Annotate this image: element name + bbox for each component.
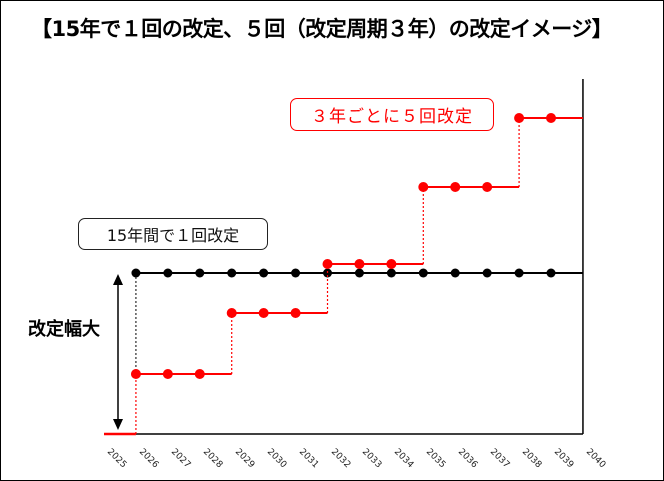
red-series-dot <box>162 369 173 379</box>
callout-once-label: 15年間で１回改定 <box>106 226 240 245</box>
black-series-dot <box>195 268 205 278</box>
arrow-up-icon <box>113 274 123 285</box>
arrow-down-icon <box>113 419 123 430</box>
red-series-dot <box>258 308 269 318</box>
red-series-dot <box>194 369 205 379</box>
red-series-dot <box>546 113 557 123</box>
red-series-dot <box>450 182 461 192</box>
red-series-dot <box>418 182 429 192</box>
red-series-dot <box>354 259 365 269</box>
black-series-dot <box>482 268 492 278</box>
black-series-dot <box>354 268 364 278</box>
y-axis-label: 改定幅大 <box>28 319 100 340</box>
black-series-dot <box>546 268 556 278</box>
red-series-dot <box>226 308 237 318</box>
callout-every3-label: ３年ごとに５回改定 <box>311 107 473 127</box>
black-series-dot <box>163 268 173 278</box>
black-series-dot <box>291 268 301 278</box>
black-series-dot <box>227 268 237 278</box>
black-series-dot <box>418 268 428 278</box>
red-series-dot <box>130 369 141 379</box>
red-series-dot <box>386 259 397 269</box>
chart-title: 【15年で１回の改定、５回（改定周期３年）の改定イメージ】 <box>31 17 613 41</box>
callout-every-3-years: ３年ごとに５回改定 <box>290 98 494 131</box>
red-series-dot <box>482 182 493 192</box>
black-series-dot <box>259 268 269 278</box>
black-series-dot <box>514 268 524 278</box>
black-series-dot <box>450 268 460 278</box>
black-series-dot <box>386 268 396 278</box>
black-series-dot <box>131 268 141 278</box>
red-series-dot <box>514 113 525 123</box>
callout-once-in-15-years: 15年間で１回改定 <box>78 218 268 250</box>
red-series-dot <box>290 308 301 318</box>
red-series-dot <box>322 259 333 269</box>
